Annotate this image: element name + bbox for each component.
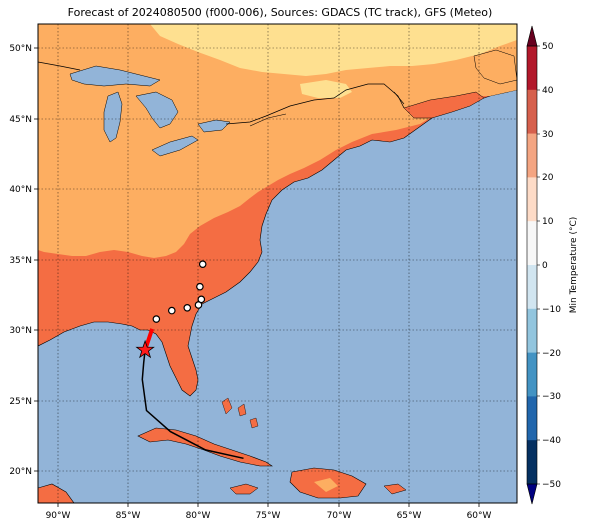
map-frame (37, 23, 518, 504)
land-jamaica (229, 483, 259, 495)
colorbar-segment (527, 46, 537, 91)
axis-tick-marks (34, 47, 480, 507)
colorbar-tick-label: 30 (542, 130, 554, 140)
colorbar: 50 40 30 20 10 0 −10 −20 −30 −40 −50 Min… (526, 25, 579, 505)
lon-tick-label: 85°W (116, 511, 141, 521)
colorbar-tick-label: 40 (542, 86, 554, 96)
colorbar-tick-label: −50 (542, 480, 561, 490)
storm-forecast-point (197, 295, 206, 304)
colorbar-tick-label: −40 (542, 436, 561, 446)
storm-forecast-point (152, 315, 161, 323)
colorbar-tick-label: 20 (542, 173, 554, 183)
colorbar-segment (527, 133, 537, 178)
lat-tick-label: 30°N (9, 326, 32, 336)
map-title: Forecast of 2024080500 (f000-006), Sourc… (67, 6, 493, 19)
lat-tick-label: 20°N (9, 467, 32, 477)
colorbar-tick-label: 10 (542, 217, 554, 227)
land-newfoundland (473, 49, 517, 85)
lon-tick-label: 75°W (256, 511, 281, 521)
land-bahamas (221, 397, 259, 429)
lon-tick-label: 60°W (467, 511, 492, 521)
border-canada-inner (249, 91, 405, 127)
colorbar-segment (527, 177, 537, 222)
lake-ontario (197, 119, 231, 133)
storm-forecast-point (183, 303, 192, 312)
map-area (38, 24, 517, 503)
colorbar-label: Min Temperature (°C) (569, 217, 579, 314)
colorbar-tick-label: 50 (542, 42, 554, 52)
lake-superior (69, 65, 161, 87)
lat-tick-label: 40°N (9, 185, 32, 195)
land-maritimes (403, 91, 485, 119)
land-puerto-rico (383, 483, 407, 495)
colorbar-segment (527, 308, 537, 353)
land-hispaniola-mild (314, 478, 338, 492)
lake-michigan (103, 91, 123, 143)
lat-tick-label: 25°N (9, 397, 32, 407)
lon-tick-label: 90°W (46, 511, 71, 521)
lat-tick-label: 50°N (9, 44, 32, 54)
lon-tick-label: 70°W (327, 511, 352, 521)
colorbar-tick-label: −30 (542, 392, 561, 402)
storm-forecast-point (198, 260, 207, 268)
lon-tick-label: 65°W (397, 511, 422, 521)
colorbar-tick-label: 0 (542, 261, 548, 271)
lon-tick-label: 80°W (186, 511, 211, 521)
lat-tick-label: 45°N (9, 115, 32, 125)
border-us-canada (38, 61, 405, 125)
colorbar-tick-label: −20 (542, 349, 561, 359)
colorbar-segment (527, 221, 537, 266)
colorbar-segment (527, 396, 537, 441)
storm-forecast-point (168, 306, 176, 315)
colorbar-tick-label: −10 (542, 305, 561, 315)
storm-track-layer (135, 260, 244, 460)
storm-current-position-star (135, 339, 155, 359)
lat-tick-label: 35°N (9, 256, 32, 266)
colorbar-segment (527, 89, 537, 134)
colorbar-segment (527, 352, 537, 397)
land-interior-mild (38, 24, 517, 258)
colorbar-segment (527, 265, 537, 310)
storm-forecast-point (196, 282, 204, 291)
colorbar-segment (527, 440, 537, 485)
colorbar-top-arrow (526, 25, 538, 47)
colorbar-segments (527, 46, 537, 485)
colorbar-tick-marks (537, 45, 540, 485)
land-north-cool (150, 24, 517, 76)
grid-lines (38, 24, 517, 503)
storm-past-track (141, 349, 244, 460)
land-yucatan (38, 483, 75, 503)
colorbar-bottom-arrow (526, 483, 538, 505)
